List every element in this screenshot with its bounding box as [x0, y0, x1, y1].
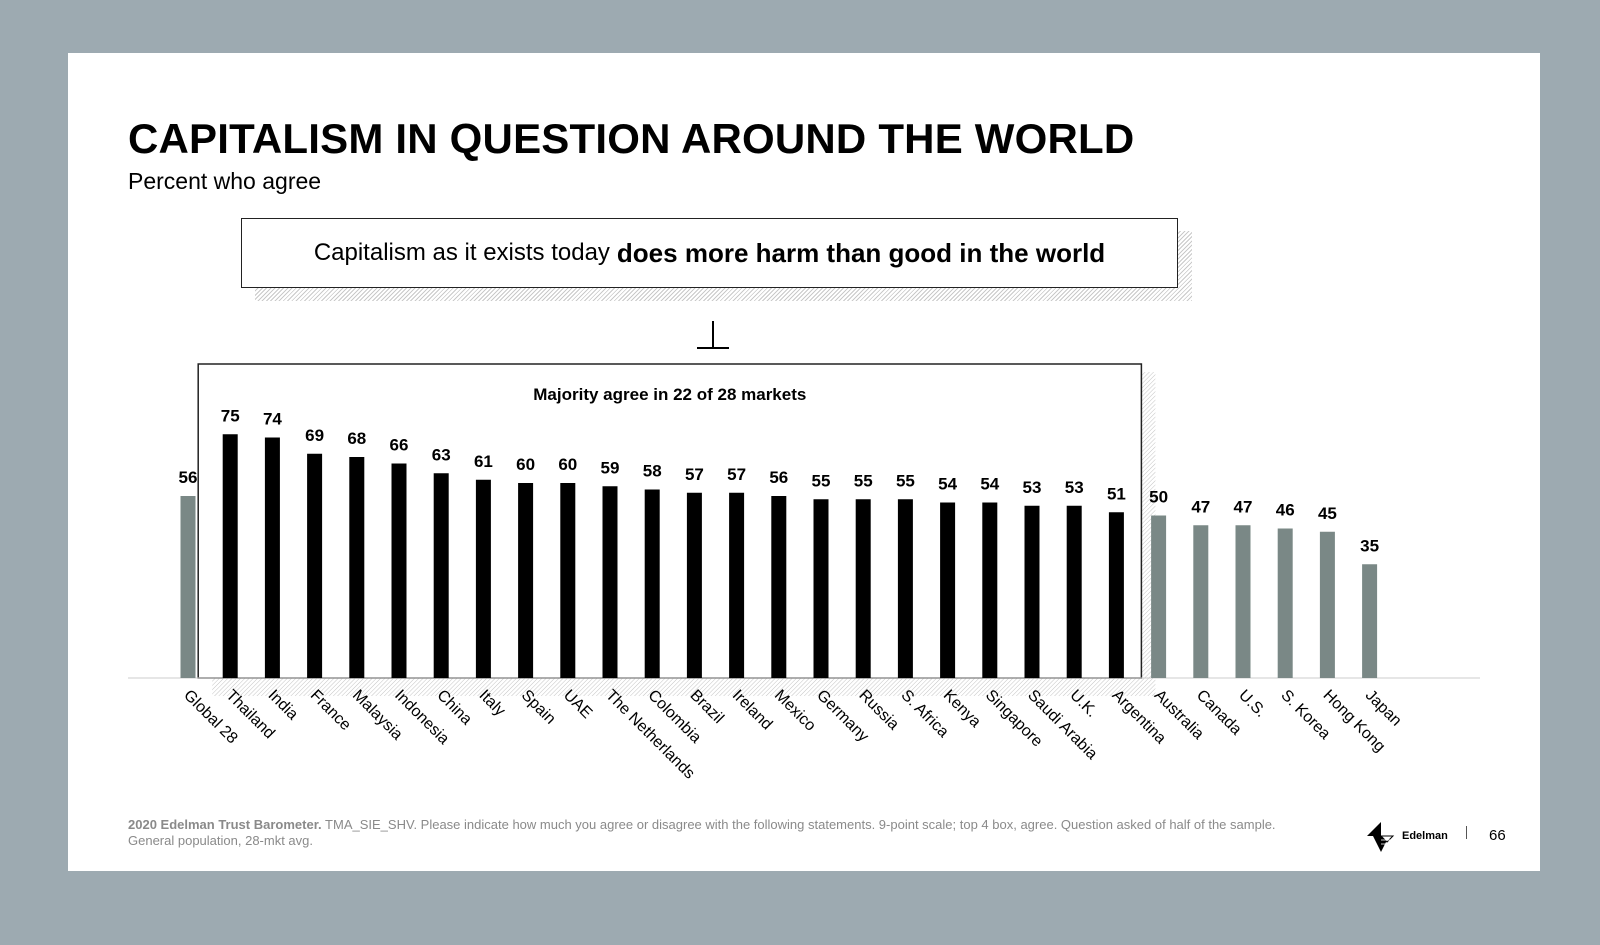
bar	[1319, 531, 1335, 678]
data-label: 69	[305, 426, 324, 445]
question-box: Capitalism as it exists today does more …	[241, 218, 1178, 288]
bar	[1151, 515, 1167, 678]
data-label: 60	[558, 455, 577, 474]
bar	[1108, 512, 1124, 678]
data-label: 75	[221, 406, 240, 425]
data-label: 55	[896, 471, 915, 490]
data-label: 51	[1107, 484, 1126, 503]
bar	[686, 492, 702, 678]
footnote-source: 2020 Edelman Trust Barometer.	[128, 817, 322, 832]
bar	[1193, 525, 1209, 678]
bar	[771, 496, 787, 678]
data-label: 53	[1023, 478, 1042, 497]
page-title: CAPITALISM IN QUESTION AROUND THE WORLD	[128, 115, 1135, 162]
bar	[729, 492, 745, 678]
slide: CAPITALISM IN QUESTION AROUND THE WORLD …	[68, 53, 1540, 871]
data-label: 46	[1276, 501, 1295, 520]
data-label: 50	[1149, 488, 1168, 507]
data-label: 45	[1318, 504, 1337, 523]
bar	[560, 483, 576, 678]
bar	[475, 479, 491, 678]
page-number: 66	[1489, 827, 1506, 844]
data-label: 56	[769, 468, 788, 487]
bar	[1277, 528, 1293, 678]
bar	[1362, 564, 1378, 678]
footnote: 2020 Edelman Trust Barometer. TMA_SIE_SH…	[128, 817, 1308, 849]
data-label: 57	[685, 465, 704, 484]
connector-stem	[712, 321, 714, 348]
data-label: 59	[601, 458, 620, 477]
bar	[518, 483, 534, 678]
data-label: 35	[1360, 536, 1379, 555]
edelman-logo-icon	[1367, 822, 1395, 852]
bar	[222, 434, 238, 678]
data-label: 54	[980, 475, 999, 494]
bar	[1235, 525, 1251, 678]
data-label: 56	[179, 468, 198, 487]
bar	[1024, 505, 1040, 678]
data-label: 66	[390, 436, 409, 455]
bar	[349, 457, 365, 678]
connector-base	[697, 347, 729, 349]
data-label: 58	[643, 462, 662, 481]
question-text-regular: Capitalism as it exists today	[313, 239, 610, 266]
data-label: 55	[812, 471, 831, 490]
bar	[391, 463, 407, 678]
data-label: 68	[347, 429, 366, 448]
page-subtitle: Percent who agree	[128, 168, 322, 194]
footer-divider	[1466, 826, 1467, 839]
data-label: 74	[263, 410, 282, 429]
bar	[264, 437, 280, 678]
data-label: 47	[1191, 497, 1210, 516]
bar	[813, 499, 829, 678]
majority-box	[197, 363, 1143, 679]
data-label: 60	[516, 455, 535, 474]
bar	[897, 499, 913, 678]
footnote-text: TMA_SIE_SHV. Please indicate how much yo…	[128, 817, 1276, 848]
data-label: 54	[938, 475, 957, 494]
x-tick-label: U.S.	[1235, 687, 1269, 721]
data-label: 47	[1234, 497, 1253, 516]
data-label: 61	[474, 452, 493, 471]
bar	[644, 489, 660, 678]
bar	[307, 453, 323, 678]
bar	[433, 473, 449, 678]
data-label: 53	[1065, 478, 1084, 497]
bar	[940, 502, 956, 678]
bar	[180, 496, 196, 678]
bar	[602, 486, 618, 678]
bar	[982, 502, 998, 678]
data-label: 55	[854, 471, 873, 490]
question-text-bold: does more harm than good in the world	[616, 237, 1106, 268]
bar	[855, 499, 871, 678]
data-label: 63	[432, 445, 451, 464]
majority-label: Majority agree in 22 of 28 markets	[533, 385, 806, 404]
data-label: 57	[727, 465, 746, 484]
bar-chart: Majority agree in 22 of 28 markets 56 75 74…	[128, 363, 1480, 782]
bar	[1066, 505, 1082, 678]
brand-name: Edelman	[1402, 830, 1448, 842]
